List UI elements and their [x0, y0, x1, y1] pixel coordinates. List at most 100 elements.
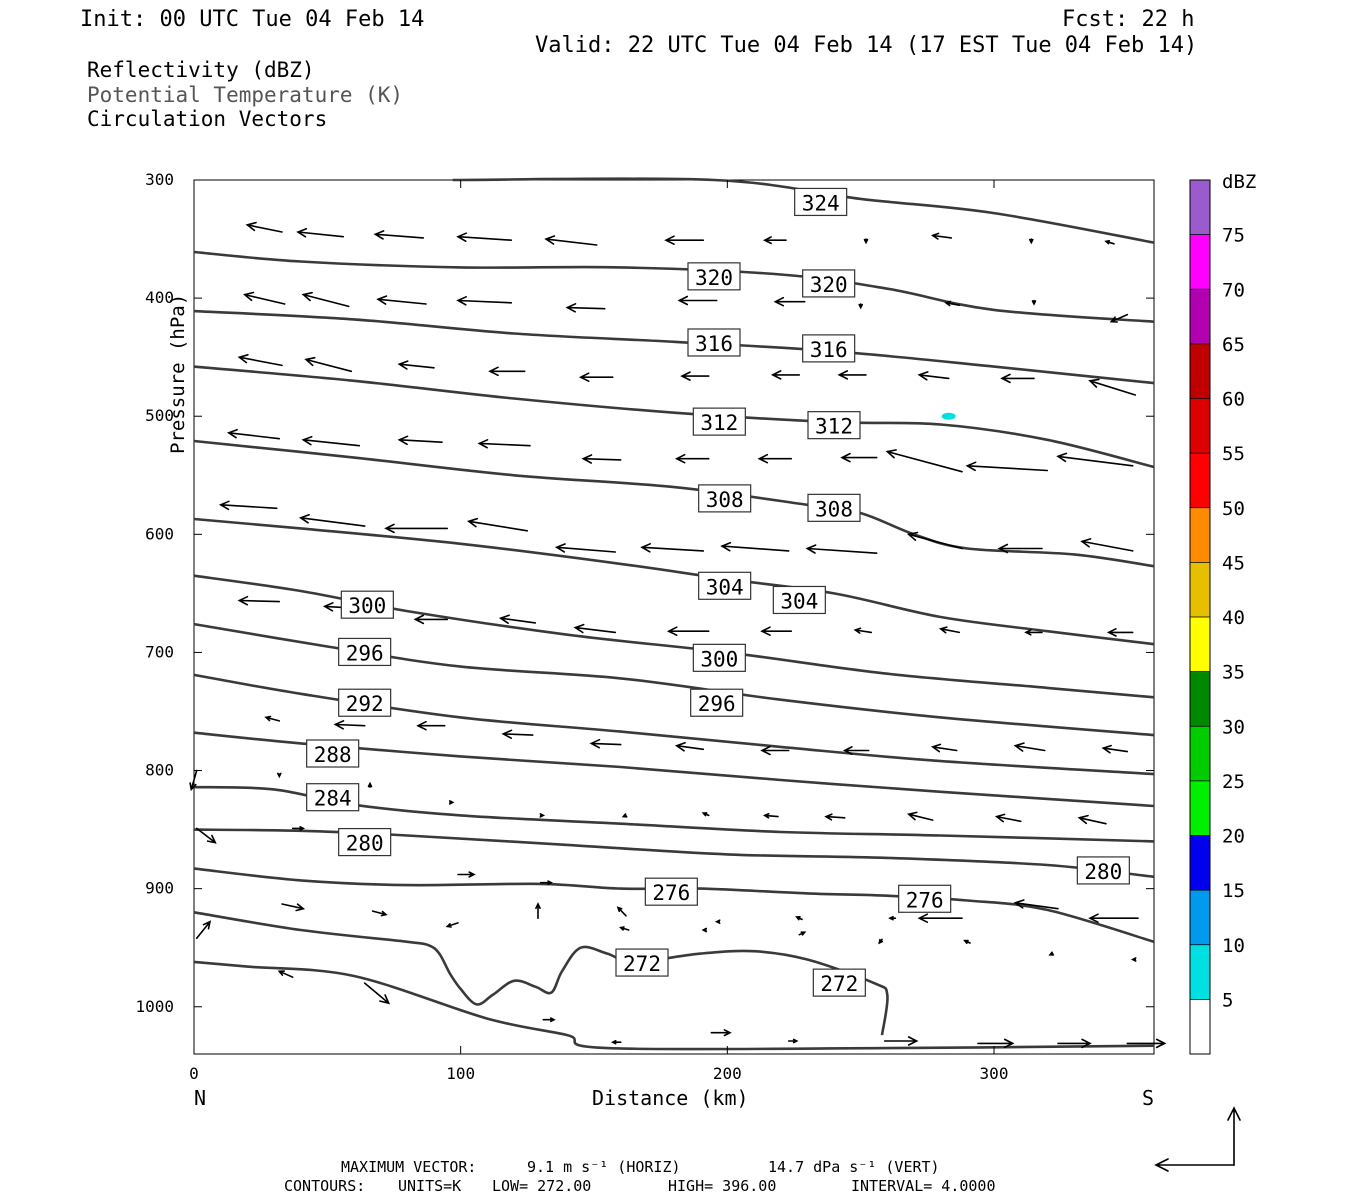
- wind-vector: [640, 543, 705, 553]
- wind-vector: [795, 916, 803, 921]
- wind-vector: [1000, 373, 1035, 384]
- wind-vector: [226, 428, 281, 440]
- wind-vector: [581, 454, 622, 464]
- wind-vector: [195, 827, 217, 844]
- wind-vector: [762, 813, 779, 819]
- wind-vector: [674, 742, 705, 752]
- contour-label-text: 312: [815, 415, 853, 439]
- wind-vector: [798, 931, 807, 936]
- contour-label-text: 304: [706, 575, 744, 599]
- colorbar-level-label: 70: [1222, 279, 1245, 301]
- max-vector-vert: 14.7 dPa s⁻¹ (VERT): [768, 1158, 940, 1176]
- wind-vector: [885, 449, 963, 473]
- wind-vector: [701, 927, 708, 933]
- contour-label-box: [687, 328, 741, 357]
- contour-label-272: 272: [812, 968, 866, 997]
- wind-vector: [1077, 814, 1107, 825]
- wind-vector: [944, 300, 961, 307]
- wind-vector: [619, 926, 630, 931]
- wind-vector: [277, 970, 294, 978]
- colorbar-level-label: 15: [1222, 880, 1245, 902]
- wind-vector: [883, 1036, 919, 1046]
- max-vector-horiz: 9.1 m s⁻¹ (HORIZ): [527, 1158, 681, 1176]
- wind-vector: [477, 439, 531, 449]
- contour-label-276: 276: [898, 884, 952, 913]
- theta-contour-292: [193, 673, 1155, 776]
- wind-vector: [1130, 957, 1137, 962]
- wind-vector: [917, 371, 950, 381]
- wind-vector: [757, 453, 793, 464]
- wind-vector: [888, 915, 897, 921]
- wind-vector: [963, 939, 971, 944]
- wind-vector: [965, 461, 1049, 472]
- wind-vector: [858, 303, 863, 310]
- wind-vector: [245, 221, 283, 233]
- colorbar-level-label: 40: [1222, 607, 1245, 629]
- wind-vector: [578, 372, 614, 382]
- wind-vector: [1104, 240, 1115, 245]
- wind-vector: [917, 913, 963, 923]
- plot-area: 324 320 320 316 316 312 312 308 308 304 304 300 300 2…: [135, 170, 1167, 1083]
- colorbar-swatch: [1190, 343, 1210, 399]
- contour-label-text: 320: [810, 273, 848, 297]
- wind-vector: [535, 902, 541, 919]
- contour-label-312: 312: [692, 407, 746, 436]
- wind-vector: [1109, 313, 1129, 323]
- contour-label-304: 304: [772, 585, 826, 615]
- reflectivity-colorbar: dBZ 5 10 15 20 25 30 35 40 45 50 55 60 65 70 75: [1189, 171, 1256, 1055]
- wind-vector: [760, 745, 790, 756]
- wind-vector: [1056, 452, 1134, 467]
- wind-vector: [363, 982, 391, 1005]
- circulation-vectors: [189, 221, 1167, 1049]
- wind-vector: [787, 1038, 799, 1044]
- colorbar-level-label: 5: [1222, 989, 1233, 1011]
- colorbar-swatch: [1190, 234, 1210, 290]
- contour-label-288: 288: [306, 739, 360, 768]
- wind-vector: [664, 235, 705, 245]
- contour-label-272: 272: [615, 948, 669, 977]
- theta-contour-296: [193, 622, 1155, 737]
- wind-vector: [824, 813, 846, 821]
- contour-label-box: [772, 585, 826, 615]
- contour-label-304: 304: [698, 571, 752, 600]
- contour-label-text: 316: [695, 332, 733, 356]
- x-tick-label: 100: [446, 1064, 475, 1083]
- wind-vector: [1057, 1038, 1092, 1049]
- colorbar-unit: dBZ: [1222, 171, 1256, 193]
- wind-vector: [906, 811, 934, 821]
- reference-vector-icon: [1154, 1106, 1241, 1172]
- wind-vector: [277, 772, 282, 779]
- contour-label-text: 292: [346, 692, 384, 716]
- wind-vector: [371, 910, 388, 917]
- contour-label-box: [338, 827, 392, 857]
- wind-vector: [994, 813, 1022, 823]
- wind-vector: [1013, 742, 1046, 752]
- y-tick-label: 300: [145, 170, 174, 189]
- colorbar-level-label: 55: [1222, 443, 1245, 465]
- wind-vector: [1088, 378, 1137, 396]
- colorbar-swatch: [1190, 890, 1210, 945]
- colorbar-level-label: 10: [1222, 935, 1245, 957]
- wind-vector: [498, 614, 537, 624]
- colorbar-level-label: 75: [1222, 225, 1245, 247]
- x-tick-label: 0: [189, 1064, 199, 1083]
- wind-vector: [501, 729, 534, 739]
- max-vector-label: MAXIMUM VECTOR:: [341, 1158, 476, 1176]
- wind-vector: [457, 871, 476, 878]
- wind-vector: [376, 295, 427, 305]
- contour-label-312: 312: [807, 411, 861, 440]
- colorbar-swatch: [1190, 726, 1210, 781]
- wind-vector: [805, 544, 878, 554]
- contour-label-box: [644, 877, 698, 906]
- contour-label-box: [338, 637, 392, 667]
- colorbar-swatch: [1190, 398, 1210, 454]
- contour-label-text: 316: [810, 338, 848, 362]
- y-tick-label: 400: [145, 288, 174, 307]
- wind-vector: [397, 435, 443, 446]
- wind-vector: [770, 370, 801, 380]
- wind-vector: [720, 541, 790, 552]
- wind-vector: [674, 453, 710, 464]
- contour-label-text: 320: [695, 266, 733, 290]
- wind-vector: [301, 435, 361, 447]
